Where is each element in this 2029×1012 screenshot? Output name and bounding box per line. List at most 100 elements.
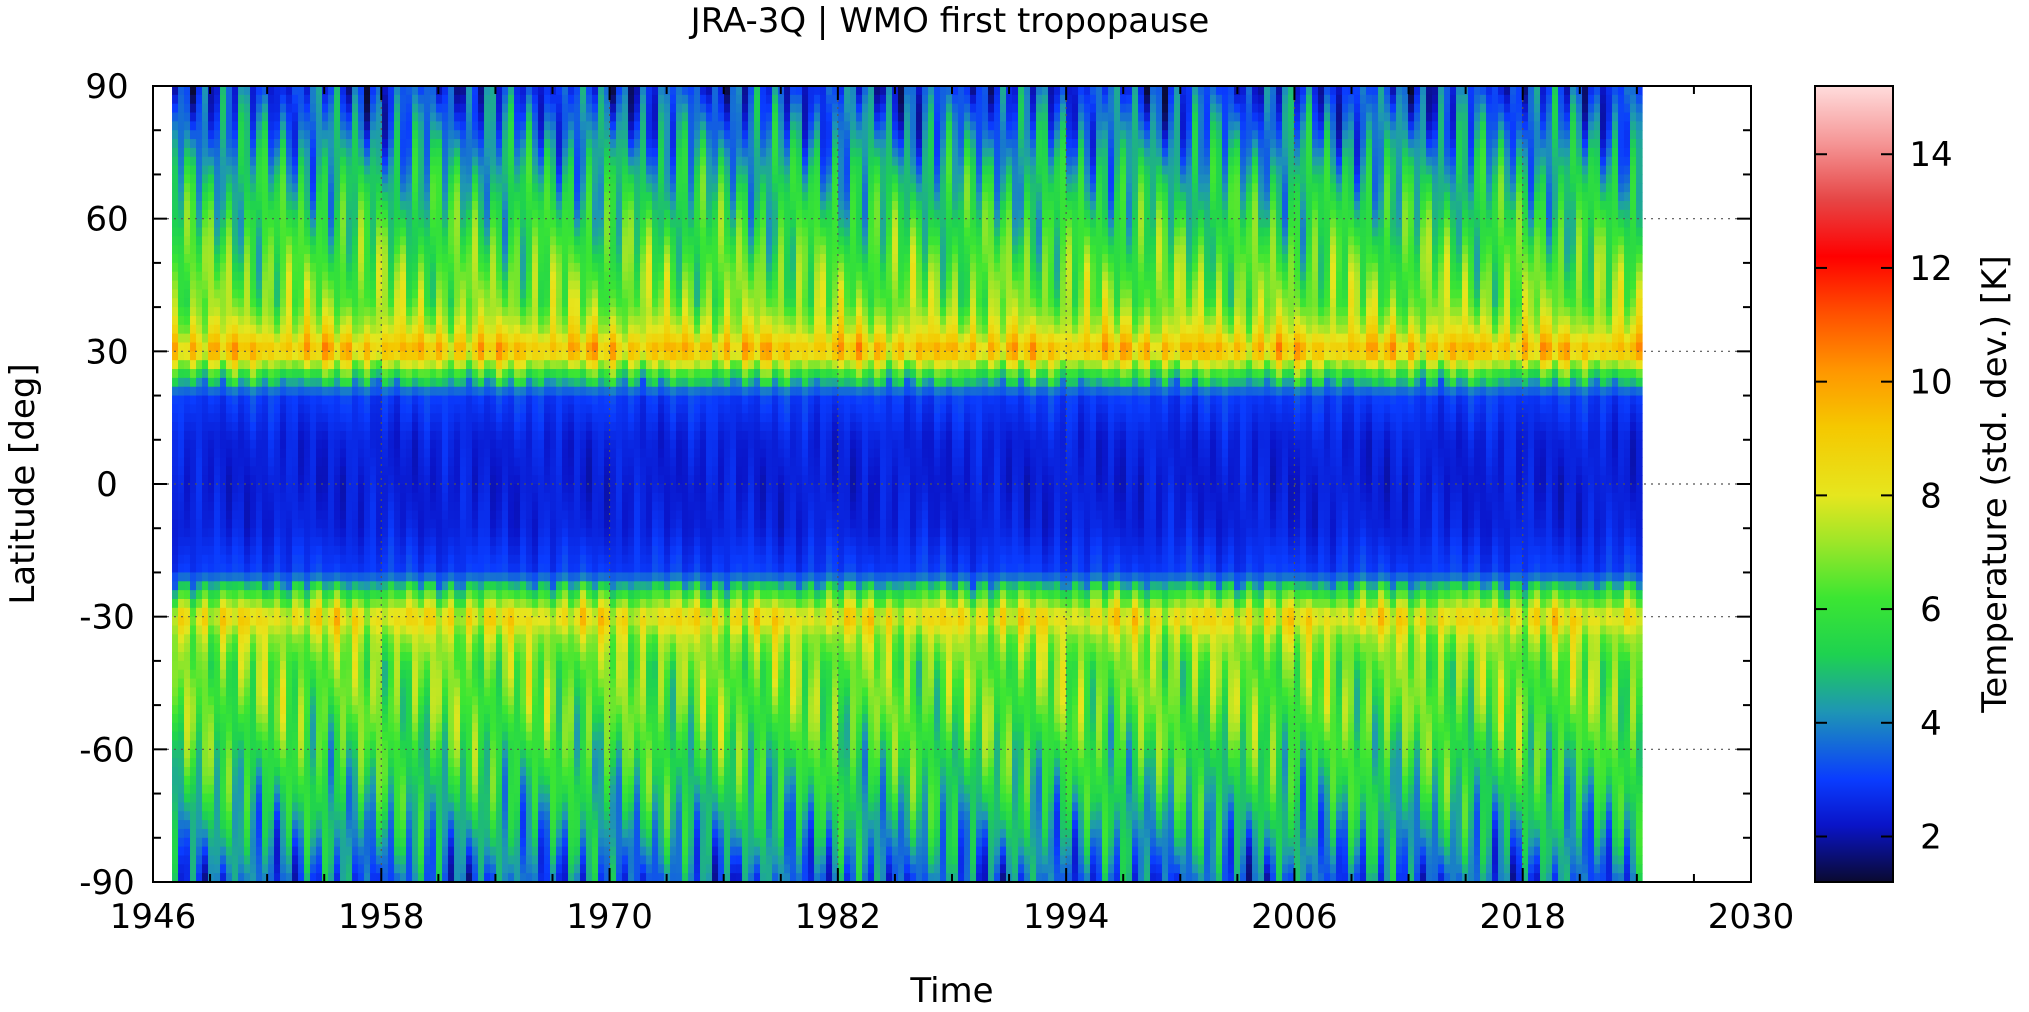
heatmap-cell: [406, 705, 413, 714]
heatmap-cell: [388, 422, 395, 431]
heatmap-cell: [364, 564, 371, 573]
heatmap-cell: [274, 829, 281, 838]
heatmap-cell: [418, 679, 425, 688]
heatmap-cell: [442, 564, 449, 573]
heatmap-cell: [304, 86, 311, 95]
heatmap-cell: [268, 572, 275, 581]
heatmap-cell: [430, 369, 437, 378]
heatmap-cell: [370, 351, 377, 360]
heatmap-cell: [496, 643, 503, 652]
heatmap-cell: [448, 342, 455, 351]
heatmap-cell: [226, 749, 233, 758]
heatmap-cell: [424, 457, 431, 466]
heatmap-cell: [352, 794, 359, 803]
heatmap-cell: [454, 219, 461, 228]
heatmap-cell: [220, 148, 227, 157]
heatmap-cell: [400, 351, 407, 360]
heatmap-cell: [238, 183, 245, 192]
heatmap-cell: [394, 86, 401, 95]
heatmap-cell: [256, 157, 263, 166]
heatmap-cell: [478, 245, 485, 254]
heatmap-cell: [256, 192, 263, 201]
heatmap-cell: [172, 289, 179, 298]
heatmap-cell: [292, 157, 299, 166]
heatmap-cell: [316, 705, 323, 714]
heatmap-cell: [280, 670, 287, 679]
heatmap-cell: [322, 192, 329, 201]
heatmap-cell: [220, 130, 227, 139]
heatmap-cell: [346, 829, 353, 838]
heatmap-cell: [364, 855, 371, 864]
heatmap-cell: [484, 219, 491, 228]
heatmap-cell: [490, 121, 497, 130]
heatmap-cell: [370, 643, 377, 652]
heatmap-cell: [334, 431, 341, 440]
heatmap-cell: [256, 166, 263, 175]
heatmap-cell: [184, 378, 191, 387]
heatmap-cell: [310, 776, 317, 785]
heatmap-cell: [250, 546, 257, 555]
heatmap-cell: [208, 104, 215, 113]
heatmap-cell: [466, 334, 473, 343]
heatmap-cell: [430, 802, 437, 811]
heatmap-cell: [280, 139, 287, 148]
heatmap-cell: [442, 519, 449, 528]
heatmap-cell: [256, 272, 263, 281]
heatmap-cell: [346, 820, 353, 829]
heatmap-cell: [436, 785, 443, 794]
heatmap-cell: [478, 546, 485, 555]
heatmap-cell: [490, 245, 497, 254]
heatmap-cell: [292, 192, 299, 201]
heatmap-cell: [484, 696, 491, 705]
heatmap-cell: [382, 316, 389, 325]
heatmap-cell: [262, 166, 269, 175]
heatmap-cell: [400, 581, 407, 590]
heatmap-cell: [484, 351, 491, 360]
heatmap-cell: [370, 466, 377, 475]
heatmap-cell: [310, 404, 317, 413]
heatmap-cell: [244, 342, 251, 351]
heatmap-cell: [484, 192, 491, 201]
heatmap-cell: [448, 555, 455, 564]
heatmap-cell: [418, 387, 425, 396]
heatmap-cell: [382, 396, 389, 405]
heatmap-cell: [436, 855, 443, 864]
heatmap-cell: [490, 732, 497, 741]
heatmap-cell: [466, 192, 473, 201]
heatmap-cell: [496, 838, 503, 847]
heatmap-cell: [496, 555, 503, 564]
heatmap-cell: [394, 396, 401, 405]
heatmap-cell: [340, 183, 347, 192]
heatmap-cell: [292, 201, 299, 210]
heatmap-cell: [496, 289, 503, 298]
heatmap-cell: [178, 449, 185, 458]
heatmap-cell: [304, 572, 311, 581]
heatmap-cell: [190, 732, 197, 741]
heatmap-cell: [196, 705, 203, 714]
heatmap-cell: [370, 289, 377, 298]
heatmap-cell: [400, 174, 407, 183]
heatmap-cell: [400, 325, 407, 334]
heatmap-cell: [412, 590, 419, 599]
heatmap-cell: [316, 210, 323, 219]
heatmap-cell: [370, 113, 377, 122]
heatmap-cell: [322, 325, 329, 334]
heatmap-cell: [406, 342, 413, 351]
heatmap-cell: [412, 864, 419, 873]
heatmap-cell: [190, 113, 197, 122]
heatmap-cell: [202, 634, 209, 643]
heatmap-cell: [346, 581, 353, 590]
heatmap-cell: [244, 634, 251, 643]
heatmap-cell: [346, 104, 353, 113]
heatmap-cell: [286, 590, 293, 599]
heatmap-cell: [424, 794, 431, 803]
heatmap-cell: [292, 369, 299, 378]
heatmap-cell: [184, 351, 191, 360]
heatmap-cell: [334, 820, 341, 829]
heatmap-cell: [292, 121, 299, 130]
heatmap-cell: [418, 740, 425, 749]
heatmap-cell: [172, 829, 179, 838]
heatmap-cell: [424, 723, 431, 732]
heatmap-cell: [214, 440, 221, 449]
heatmap-cell: [202, 493, 209, 502]
